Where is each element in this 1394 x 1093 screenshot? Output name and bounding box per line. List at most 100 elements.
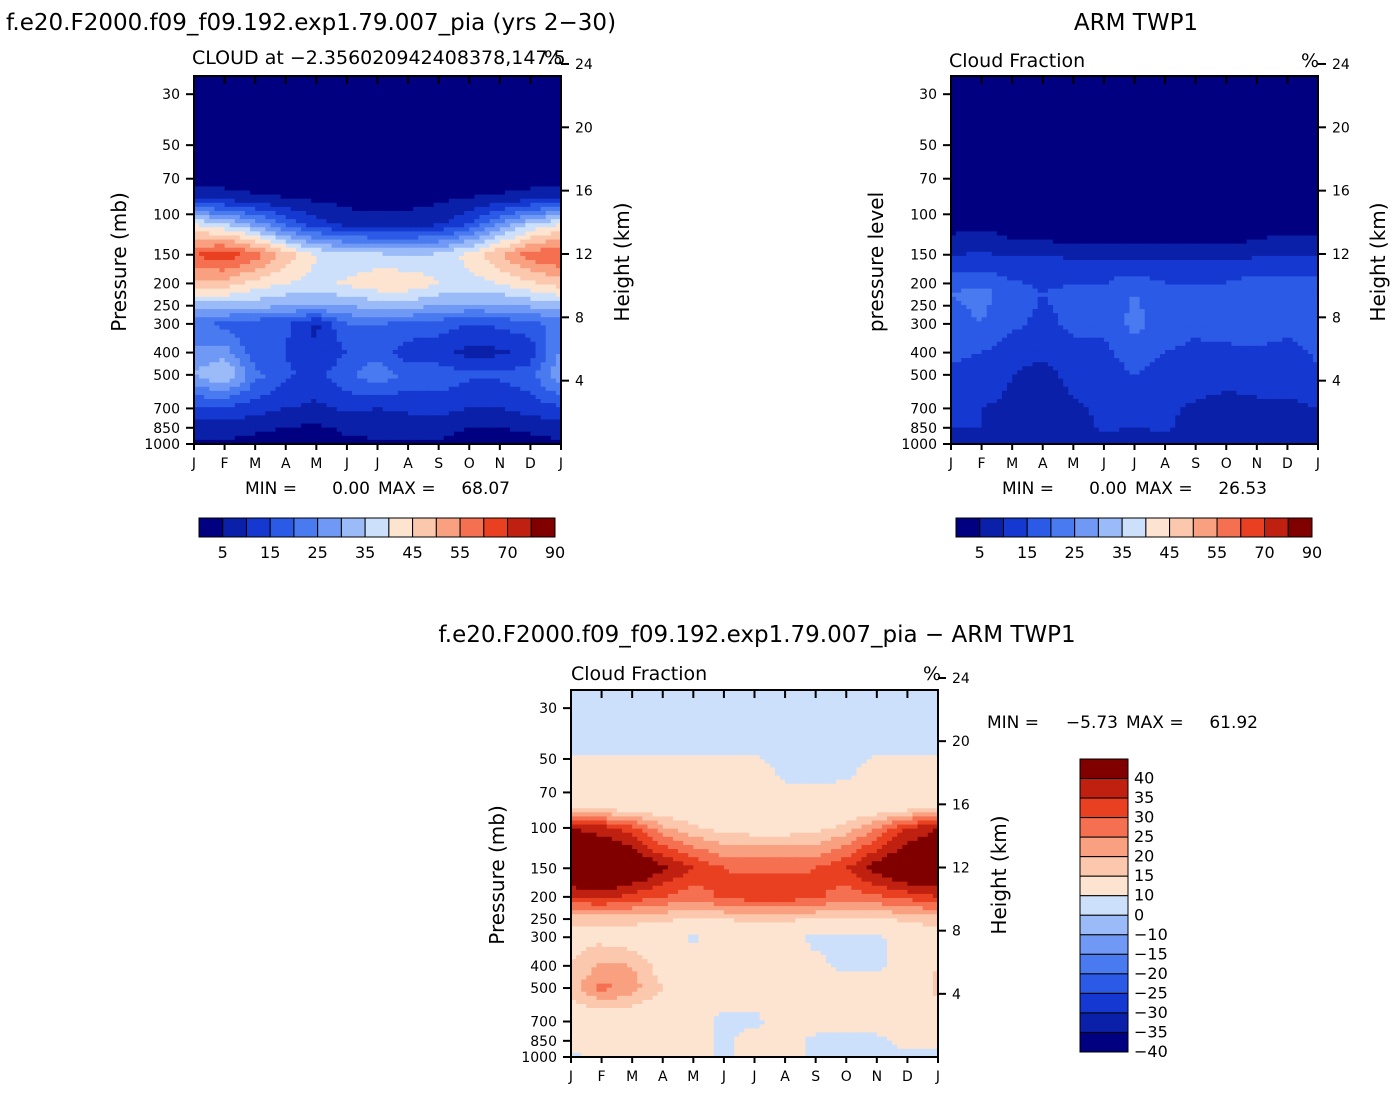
- field-cell: [540, 309, 547, 314]
- field-cell: [224, 354, 231, 359]
- field-cell: [418, 170, 424, 175]
- field-cell: [397, 329, 404, 335]
- field-cell: [229, 202, 236, 208]
- field-cell: [535, 223, 542, 228]
- field-cell: [260, 137, 266, 143]
- field-cell: [301, 268, 307, 273]
- field-cell: [295, 247, 302, 253]
- field-cell: [494, 284, 501, 290]
- field-cell: [382, 219, 389, 224]
- field-cell: [265, 247, 272, 253]
- field-cell: [392, 202, 399, 208]
- field-cell: [474, 141, 481, 147]
- field-cell: [428, 264, 435, 269]
- field-cell: [255, 80, 261, 85]
- field-cell: [494, 288, 501, 294]
- field-cell: [250, 264, 256, 269]
- field-cell: [413, 76, 419, 81]
- field-cell: [510, 325, 516, 331]
- field-cell: [234, 296, 241, 302]
- field-cell: [428, 108, 435, 114]
- field-cell: [464, 84, 470, 89]
- field-cell: [239, 280, 246, 286]
- field-cell: [311, 170, 317, 175]
- field-cell: [555, 345, 561, 351]
- field-cell: [285, 129, 292, 134]
- field-cell: [479, 116, 486, 122]
- field-cell: [341, 202, 348, 208]
- field-cell: [311, 100, 317, 106]
- field-cell: [204, 255, 210, 261]
- field-cell: [489, 112, 496, 118]
- field-cell: [311, 76, 317, 81]
- field-cell: [443, 349, 450, 355]
- field-cell: [469, 84, 475, 89]
- field-cell: [510, 120, 516, 126]
- field-cell: [525, 84, 532, 89]
- field-cell: [555, 243, 561, 249]
- field-cell: [270, 96, 277, 102]
- field-cell: [280, 92, 287, 98]
- field-cell: [229, 354, 236, 359]
- field-cell: [540, 149, 547, 155]
- field-cell: [346, 227, 353, 232]
- field-cell: [204, 194, 210, 200]
- field-cell: [423, 116, 430, 122]
- field-cell: [367, 141, 374, 147]
- field-cell: [209, 202, 215, 208]
- field-cell: [428, 349, 435, 355]
- field-cell: [387, 170, 394, 175]
- field-cell: [433, 108, 440, 114]
- field-cell: [530, 272, 537, 277]
- field-cell: [311, 235, 317, 241]
- field-cell: [459, 165, 465, 171]
- field-cell: [194, 100, 200, 106]
- field-cell: [219, 223, 226, 228]
- field-cell: [489, 349, 496, 355]
- field-cell: [397, 309, 404, 314]
- field-cell: [301, 165, 307, 171]
- field-cell: [311, 129, 317, 134]
- field-cell: [214, 313, 221, 318]
- field-cell: [346, 354, 353, 359]
- field-cell: [311, 80, 317, 85]
- field-cell: [479, 120, 486, 126]
- field-cell: [224, 161, 231, 167]
- field-cell: [341, 309, 348, 314]
- field-cell: [377, 247, 384, 253]
- field-cell: [443, 206, 450, 212]
- field-cell: [413, 292, 419, 298]
- field-cell: [219, 116, 226, 122]
- field-cell: [438, 120, 445, 126]
- field-cell: [336, 300, 343, 306]
- field-cell: [321, 321, 328, 327]
- field-cell: [194, 231, 200, 237]
- field-cell: [311, 141, 317, 147]
- field-cell: [397, 300, 404, 306]
- field-cell: [428, 288, 435, 294]
- field-cell: [321, 300, 328, 306]
- field-cell: [402, 96, 409, 102]
- field-cell: [260, 141, 266, 147]
- field-cell: [494, 198, 501, 204]
- field-cell: [285, 251, 292, 257]
- field-cell: [362, 247, 368, 253]
- field-cell: [545, 194, 552, 200]
- field-cell: [443, 300, 450, 306]
- field-cell: [413, 137, 419, 143]
- field-cell: [194, 186, 200, 192]
- field-cell: [316, 243, 323, 249]
- field-cell: [199, 325, 205, 331]
- field-cell: [346, 92, 353, 98]
- field-cell: [408, 300, 414, 306]
- field-cell: [489, 260, 496, 265]
- field-cell: [408, 104, 414, 110]
- field-cell: [224, 80, 231, 85]
- field-cell: [321, 317, 328, 322]
- field-cell: [341, 96, 348, 102]
- field-cell: [448, 80, 455, 85]
- field-cell: [515, 165, 521, 171]
- field-cell: [321, 333, 328, 339]
- field-cell: [362, 239, 368, 245]
- field-cell: [438, 161, 445, 167]
